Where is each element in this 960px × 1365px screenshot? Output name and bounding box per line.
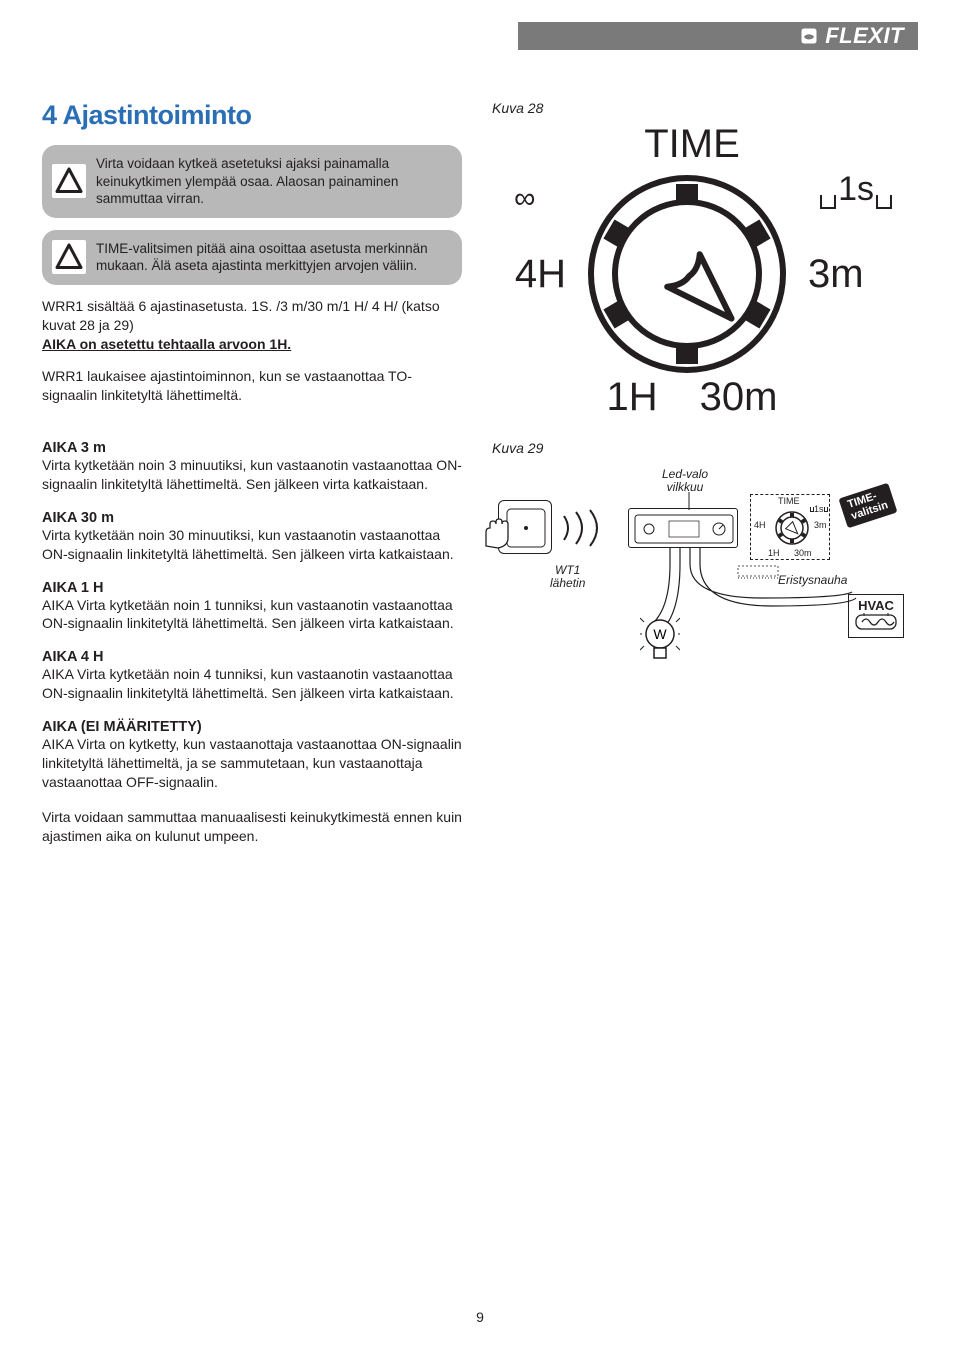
dial-title: TIME bbox=[492, 122, 892, 167]
dial-br: 30m bbox=[700, 375, 778, 420]
mini-dial-icon bbox=[772, 508, 812, 548]
section-title: AIKA 1 H bbox=[42, 580, 462, 596]
section-title: AIKA 4 H bbox=[42, 649, 462, 665]
bulb-icon: W bbox=[640, 616, 680, 662]
mini-4h: 4H bbox=[754, 520, 766, 530]
section-body: AIKA Virta kytketään noin 4 tunniksi, ku… bbox=[42, 665, 462, 703]
dial-infinity: ∞ bbox=[514, 182, 535, 216]
wt1-label: WT1 lähetin bbox=[550, 564, 585, 590]
dial-bl: 1H bbox=[607, 375, 658, 420]
dial-1s-text: 1s bbox=[838, 170, 874, 209]
para-last: Virta voidaan sammuttaa manuaalisesti ke… bbox=[42, 808, 462, 846]
tape-label: Eristysnauha bbox=[778, 574, 847, 587]
hvac-box: HVAC bbox=[848, 594, 904, 638]
dial-1s: 1s bbox=[820, 170, 892, 209]
brand-logo: FLEXIT bbox=[799, 23, 904, 49]
callout-2: TIME-valitsimen pitää aina osoittaa aset… bbox=[42, 230, 462, 285]
svg-text:W: W bbox=[653, 626, 667, 642]
page-title: 4 Ajastintoiminto bbox=[42, 100, 462, 131]
section: AIKA 3 mVirta kytketään noin 3 minuutiks… bbox=[42, 440, 462, 494]
page-number: 9 bbox=[476, 1309, 484, 1325]
section-body: AIKA Virta kytketään noin 1 tunniksi, ku… bbox=[42, 596, 462, 634]
mini-time: TIME bbox=[778, 496, 800, 506]
callout-2-text: TIME-valitsimen pitää aina osoittaa aset… bbox=[96, 241, 428, 274]
callout-1: Virta voidaan kytkeä asetetuksi ajaksi p… bbox=[42, 145, 462, 218]
figure-28-label: Kuva 28 bbox=[492, 100, 918, 116]
para-1: WRR1 sisältää 6 ajastinasetusta. 1S. /3 … bbox=[42, 297, 462, 354]
dial-right: 3m bbox=[808, 252, 888, 297]
wiring-diagram: WT1 lähetin Led-valo vilkkuu TIM bbox=[492, 464, 912, 664]
section-title: AIKA 3 m bbox=[42, 440, 462, 456]
dial-left: 4H bbox=[496, 252, 566, 297]
section-title: AIKA 30 m bbox=[42, 510, 462, 526]
section-body: Virta kytketään noin 30 minuutiksi, kun … bbox=[42, 526, 462, 564]
mini-3m: 3m bbox=[814, 520, 827, 530]
radio-waves-icon bbox=[558, 508, 604, 548]
warning-icon bbox=[52, 240, 86, 274]
time-dial: ∞ 1s TIME 4H bbox=[492, 122, 892, 420]
hvac-label: HVAC bbox=[854, 598, 898, 613]
section-title: AIKA (EI MÄÄRITETTY) bbox=[42, 719, 462, 735]
para-1a: WRR1 sisältää 6 ajastinasetusta. 1S. /3 … bbox=[42, 298, 440, 333]
figure-29-label: Kuva 29 bbox=[492, 440, 918, 456]
section: AIKA (EI MÄÄRITETTY)AIKA Virta on kytket… bbox=[42, 719, 462, 792]
section-body: Virta kytketään noin 3 minuutiksi, kun v… bbox=[42, 456, 462, 494]
para-2: WRR1 laukaisee ajastintoiminnon, kun se … bbox=[42, 367, 462, 405]
brand-text: FLEXIT bbox=[825, 23, 904, 49]
section: AIKA 30 mVirta kytketään noin 30 minuuti… bbox=[42, 510, 462, 564]
section: AIKA 4 HAIKA Virta kytketään noin 4 tunn… bbox=[42, 649, 462, 703]
warning-icon bbox=[52, 164, 86, 198]
callout-1-text: Virta voidaan kytkeä asetetuksi ajaksi p… bbox=[96, 156, 398, 206]
brand-bar: FLEXIT bbox=[518, 22, 918, 50]
mini-1s: 1s bbox=[810, 504, 828, 514]
led-label: Led-valo vilkkuu bbox=[662, 468, 708, 494]
section: AIKA 1 HAIKA Virta kytketään noin 1 tunn… bbox=[42, 580, 462, 634]
hand-icon bbox=[480, 516, 516, 552]
time-selector-chip: TIME- valitsin bbox=[838, 483, 897, 529]
para-1b: AIKA on asetettu tehtaalla arvoon 1H. bbox=[42, 336, 291, 352]
dial-graphic bbox=[582, 169, 792, 379]
brand-icon bbox=[799, 26, 819, 46]
section-body: AIKA Virta on kytketty, kun vastaanottaj… bbox=[42, 735, 462, 792]
